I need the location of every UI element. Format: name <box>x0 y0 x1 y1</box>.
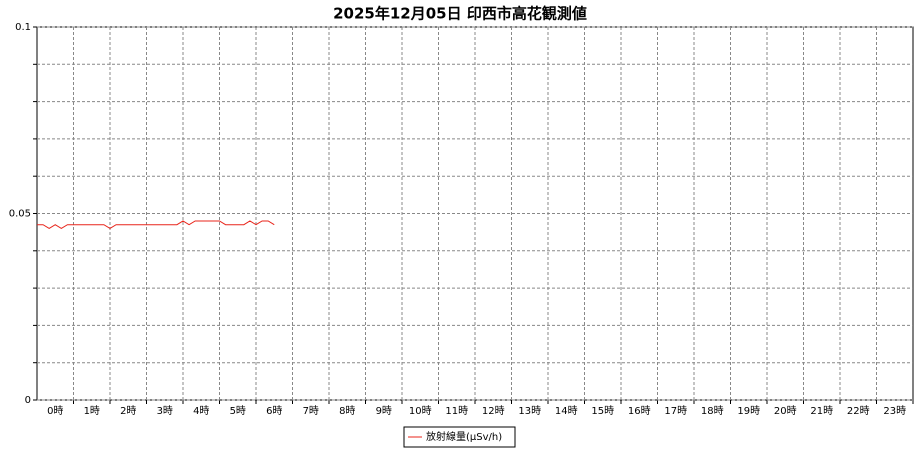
y-tick-label: 0.1 <box>15 22 31 33</box>
data-line <box>37 220 275 230</box>
x-tick-label: 18時 <box>701 405 724 417</box>
x-tick-label: 22時 <box>847 405 870 417</box>
x-tick-label: 16時 <box>628 405 651 417</box>
x-tick-label: 21時 <box>810 405 833 417</box>
x-tick-label: 2時 <box>120 405 136 417</box>
x-tick-label: 12時 <box>482 405 505 417</box>
x-tick-label: 19時 <box>737 405 760 417</box>
x-tick-label: 8時 <box>339 405 355 417</box>
x-tick-label: 17時 <box>664 405 687 417</box>
x-tick-label: 7時 <box>303 405 319 417</box>
x-tick-label: 9時 <box>376 405 392 417</box>
x-tick-label: 20時 <box>774 405 797 417</box>
x-tick-label: 4時 <box>193 405 209 417</box>
x-tick-label: 6時 <box>266 405 282 417</box>
x-tick-label: 10時 <box>409 405 432 417</box>
x-tick-label: 1時 <box>84 405 100 417</box>
x-tick-label: 11時 <box>445 405 468 417</box>
y-tick-label: 0.05 <box>9 209 31 220</box>
y-tick-label: 0 <box>25 395 31 406</box>
chart-title: 2025年12月05日 印西市高花観測値 <box>333 5 587 23</box>
x-tick-label: 3時 <box>157 405 173 417</box>
legend-label: 放射線量(μSv/h) <box>426 430 502 443</box>
x-tick-label: 5時 <box>230 405 246 417</box>
x-tick-label: 13時 <box>518 405 541 417</box>
x-tick-label: 23時 <box>883 405 906 417</box>
x-tick-label: 15時 <box>591 405 614 417</box>
legend-box <box>403 426 516 448</box>
x-tick-label: 14時 <box>555 405 578 417</box>
x-tick-label: 0時 <box>47 405 63 417</box>
